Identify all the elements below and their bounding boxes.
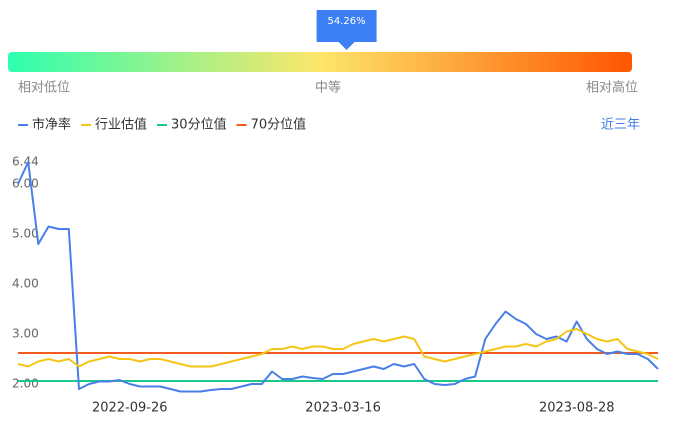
x-tick-label: 2023-03-16 bbox=[305, 401, 381, 416]
legend-label: 市净率 bbox=[32, 117, 71, 133]
x-tick-label: 2022-09-26 bbox=[92, 401, 168, 416]
y-tick-label: 4.00 bbox=[12, 277, 39, 291]
gauge-label: 相对低位 bbox=[18, 81, 70, 96]
gauge-label: 相对高位 bbox=[586, 80, 638, 96]
y-tick-label: 6.44 bbox=[12, 155, 39, 169]
x-tick-label: 2023-08-28 bbox=[539, 401, 615, 416]
legend-label: 行业估值 bbox=[95, 117, 147, 133]
series-line bbox=[17, 161, 659, 393]
period-tab[interactable]: 近三年 bbox=[601, 118, 640, 133]
series-line bbox=[17, 328, 659, 368]
legend-label: 30分位值 bbox=[171, 117, 227, 133]
gauge-bar bbox=[8, 52, 632, 72]
y-tick-label: 5.00 bbox=[12, 227, 39, 241]
gauge-value: 54.26% bbox=[328, 16, 366, 27]
legend-label: 70分位值 bbox=[251, 117, 307, 133]
y-tick-label: 3.00 bbox=[12, 327, 39, 341]
gauge-label: 中等 bbox=[315, 80, 341, 96]
y-tick-label: 2.00 bbox=[12, 377, 39, 391]
y-tick-label: 6.00 bbox=[12, 177, 39, 191]
gauge-marker bbox=[316, 10, 377, 50]
